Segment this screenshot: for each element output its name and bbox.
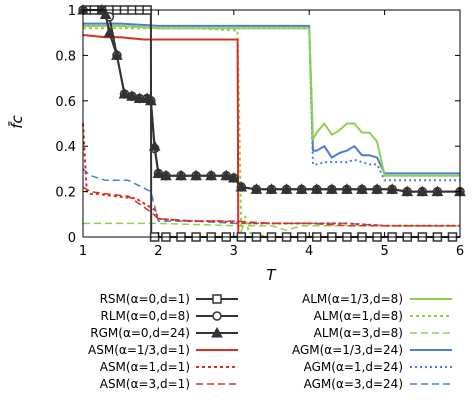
x-tick-label: 5 [380, 244, 388, 259]
legend-label-12: AGM(α=3,d=24) [304, 377, 403, 391]
data-point-3-24 [310, 183, 323, 194]
plot-area [77, 4, 466, 242]
data-point-3-30 [401, 185, 414, 197]
data-point-3-28 [371, 183, 383, 194]
axes: 1 2 3 4 5 6 0 0.2 0.4 0.6 0.8 1 [55, 4, 464, 259]
series-line-1 [83, 9, 460, 238]
x-tick-label: 6 [456, 244, 464, 259]
data-point-3-26 [341, 183, 353, 194]
legend-label-4: ASM(α=1/3,d=1) [88, 343, 190, 357]
legend-label-1: RSM(α=0,d=1) [100, 292, 190, 306]
data-point-3-5 [111, 49, 123, 60]
data-point-3-19 [235, 181, 248, 192]
y-tick-label: 0.4 [55, 140, 76, 155]
legend-marker-1 [212, 294, 222, 304]
legend-label-8: ALM(α=1,d=8) [314, 309, 403, 323]
data-point-3-6 [118, 87, 131, 99]
y-tick-label: 0.2 [55, 186, 76, 201]
legend-label-3: RGM(α=0,d=24) [90, 326, 190, 340]
data-point-3-7 [126, 90, 138, 101]
data-point-3-15 [190, 169, 202, 181]
series-line-12 [82, 168, 460, 227]
y-axis-label: f̄c [7, 114, 26, 128]
y-tick-label: 0.6 [55, 95, 76, 110]
x-axis-label: T [266, 266, 277, 284]
data-point-3-29 [386, 183, 398, 194]
legend-marker-3 [211, 326, 223, 338]
series-line-6 [82, 186, 460, 227]
data-point-3-21 [265, 183, 278, 194]
data-point-3-17 [220, 169, 233, 181]
series-line-8 [83, 27, 460, 238]
legend-label-6: ASM(α=3,d=1) [100, 377, 190, 391]
y-tick-label: 0.8 [55, 49, 76, 64]
data-point-3-16 [205, 169, 218, 181]
x-tick-label: 3 [230, 244, 238, 259]
series-line-7 [83, 24, 460, 177]
series-line-5 [82, 123, 460, 227]
data-point-3-4 [103, 26, 116, 38]
x-tick-label: 2 [154, 244, 162, 259]
data-point-3-20 [250, 183, 263, 194]
data-point-3-23 [295, 183, 308, 194]
data-point-3-13 [160, 169, 172, 181]
legend-marker-2 [212, 311, 222, 321]
data-point-3-11 [148, 140, 161, 151]
y-tick-label: 1 [68, 4, 76, 19]
data-point-3-10 [145, 94, 157, 106]
legend: RSM(α=0,d=1) RLM(α=0,d=8) RGM(α=0,d=24) ASM… [88, 292, 452, 391]
legend-label-7: ALM(α=1/3,d=8) [302, 292, 403, 306]
data-point-3-27 [356, 183, 368, 194]
data-point-3-22 [280, 183, 293, 194]
x-tick-label: 4 [305, 244, 313, 259]
plot-frame [82, 9, 461, 238]
data-point-3-12 [152, 167, 165, 178]
legend-label-9: ALM(α=3,d=8) [314, 326, 403, 340]
x-tick-label: 1 [79, 244, 87, 259]
legend-label-5: ASM(α=1,d=1) [100, 360, 190, 374]
data-point-3-31 [416, 185, 429, 197]
legend-label-10: AGM(α=1/3,d=24) [292, 343, 403, 357]
y-tick-label: 0 [68, 231, 76, 246]
data-point-3-18 [227, 171, 240, 183]
series-line-10 [83, 22, 460, 175]
series-line-4 [82, 34, 460, 238]
legend-label-2: RLM(α=0,d=8) [101, 309, 190, 323]
legend-label-11: AGM(α=1,d=24) [304, 360, 403, 374]
data-point-3-3 [99, 8, 112, 20]
series-group [77, 4, 466, 242]
data-point-3-8 [133, 92, 146, 104]
series-line-9 [83, 222, 460, 231]
data-point-3-14 [175, 169, 187, 181]
data-point-3-32 [431, 185, 444, 197]
data-point-3-25 [325, 183, 338, 194]
series-line-11 [83, 24, 460, 182]
